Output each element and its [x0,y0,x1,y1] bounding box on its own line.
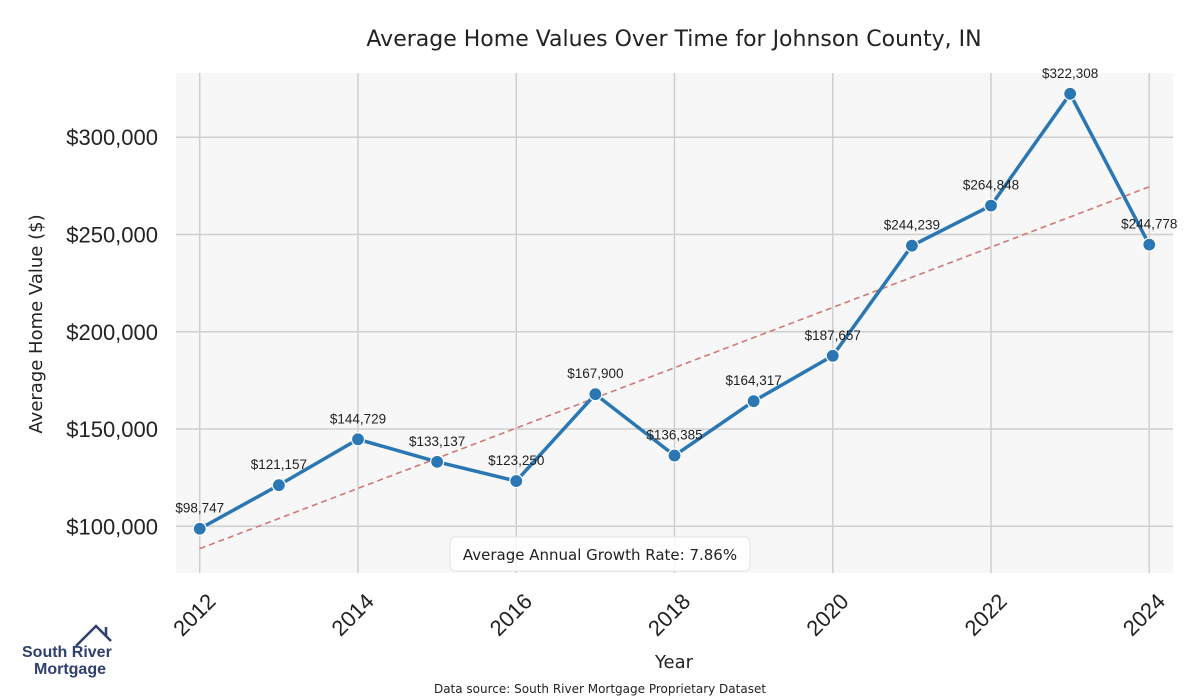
data-label: $164,317 [725,373,781,388]
chart-title: Average Home Values Over Time for Johnso… [366,27,981,52]
data-label: $244,239 [884,218,940,233]
x-tick-label: 2014 [327,589,379,641]
logo-line-1: South River [22,644,112,661]
data-source: Data source: South River Mortgage Propri… [434,682,766,696]
data-label: $133,137 [409,434,465,449]
y-tick-label: $200,000 [66,320,158,345]
logo-line-2: Mortgage [34,661,106,678]
data-label: $136,385 [646,428,702,443]
data-point [509,473,524,489]
data-point [1063,86,1078,101]
x-axis: 2012 2014 2016 2018 2020 2022 2024 [168,589,1170,641]
grid [176,73,1173,573]
data-point [271,478,286,493]
data-label: $264,848 [963,178,1019,193]
data-point [983,198,999,213]
data-point [192,521,207,536]
data-point [825,348,840,363]
x-tick-label: 2018 [643,589,695,641]
x-tick-label: 2024 [1118,589,1170,641]
data-label: $244,778 [1121,217,1177,232]
data-point [588,387,603,402]
growth-rate-annotation: Average Annual Growth Rate: 7.86% [449,536,751,572]
data-points [192,86,1157,536]
house-roof-icon [75,624,112,647]
data-label: $98,747 [175,501,224,516]
data-label: $167,900 [567,366,623,381]
y-tick-label: $250,000 [66,222,158,247]
data-point [904,238,919,253]
y-tick-label: $100,000 [66,514,158,539]
data-point [667,448,682,463]
y-tick-label: $150,000 [66,417,158,442]
x-tick-label: 2016 [485,589,537,641]
x-tick-label: 2020 [801,589,853,641]
data-point [430,454,445,469]
x-tick-label: 2012 [168,589,220,641]
x-tick-label: 2022 [960,589,1012,641]
data-label: $322,308 [1042,66,1098,81]
data-point [350,432,366,447]
data-point [746,394,761,409]
data-label: $187,657 [805,328,861,343]
y-axis-label: Average Home Value ($) [26,214,47,433]
y-tick-label: $300,000 [66,125,158,150]
data-point [1142,237,1157,252]
growth-rate-text: Average Annual Growth Rate: 7.86% [463,546,737,564]
data-label: $144,729 [330,411,386,426]
y-axis: $100,000 $150,000 $200,000 $250,000 $300,000 [66,125,158,539]
data-label: $123,250 [488,453,544,468]
data-label: $121,157 [251,457,307,472]
x-axis-label: Year [654,652,694,673]
south-river-logo: South River Mortgage [22,622,122,682]
data-labels: $98,747 $121,157 $144,729 $133,137 $123,250 $… [175,66,1177,516]
